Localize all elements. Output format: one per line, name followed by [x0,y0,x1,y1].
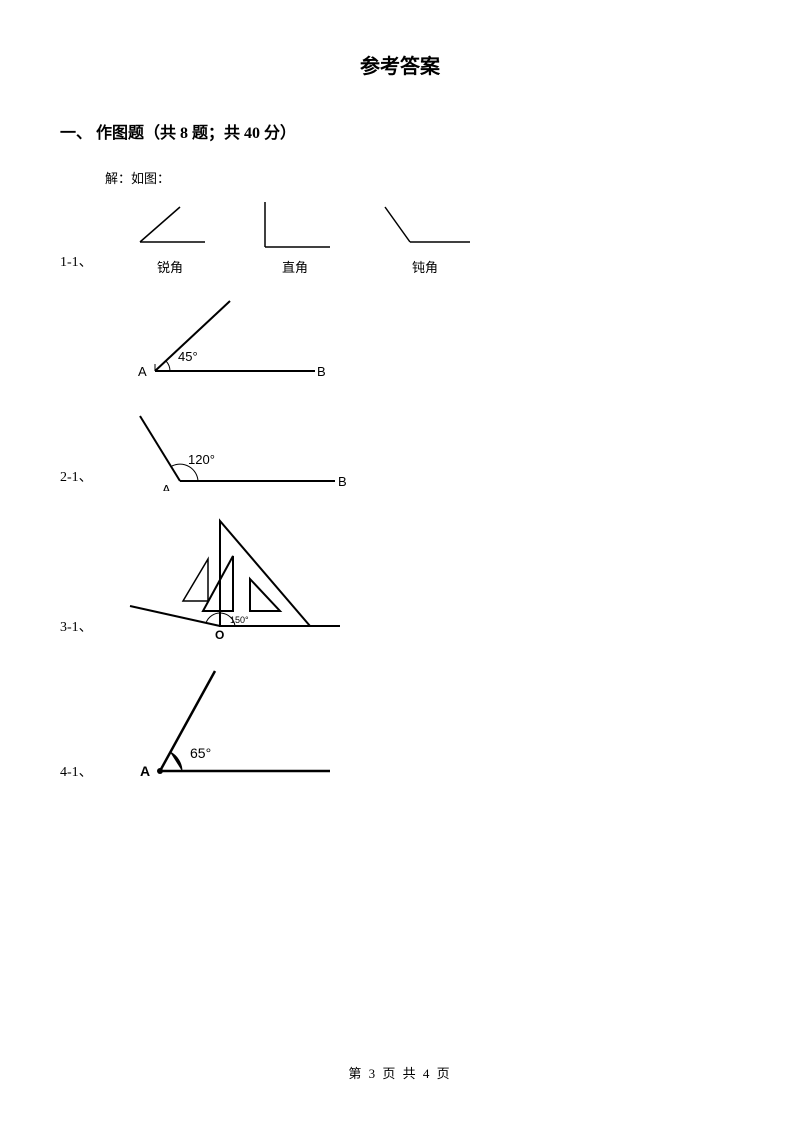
angle-150-diagram: 150° O [120,511,350,641]
question-2-row: 2-1、 A B 45° A B 120° [60,296,740,491]
angle-120-diagram: A B 120° [120,411,350,491]
acute-label: 锐角 [125,257,215,276]
q4-number: 4-1、 [60,761,110,786]
obtuse-angle-diagram: 钝角 [375,202,475,276]
svg-text:A: A [138,364,147,379]
svg-text:45°: 45° [178,349,198,364]
question-1-row: 1-1、 锐角 直角 钝角 [60,197,740,276]
page-title: 参考答案 [60,50,740,79]
angle-45-diagram: A B 45° [120,296,350,381]
svg-text:A: A [162,482,171,491]
q2-number: 2-1、 [60,466,110,491]
answer-prefix: 解：如图： [105,168,740,187]
right-angle-diagram: 直角 [250,197,340,276]
svg-text:150°: 150° [230,615,249,625]
section-header: 一、 作图题（共 8 题；共 40 分） [60,119,740,143]
obtuse-label: 钝角 [375,257,475,276]
svg-text:A: A [140,763,150,779]
q3-number: 3-1、 [60,616,110,641]
svg-text:120°: 120° [188,452,215,467]
svg-text:B: B [338,474,347,489]
svg-text:B: B [317,364,326,379]
question-4-row: 4-1、 A 65° [60,666,740,786]
acute-angle-diagram: 锐角 [125,202,215,276]
q1-number: 1-1、 [60,251,110,276]
angle-65-diagram: A 65° [120,666,340,786]
question-3-row: 3-1、 150° O [60,511,740,641]
right-label: 直角 [250,257,340,276]
page-footer: 第 3 页 共 4 页 [0,1063,800,1082]
svg-text:65°: 65° [190,745,211,761]
svg-text:O: O [215,628,224,641]
